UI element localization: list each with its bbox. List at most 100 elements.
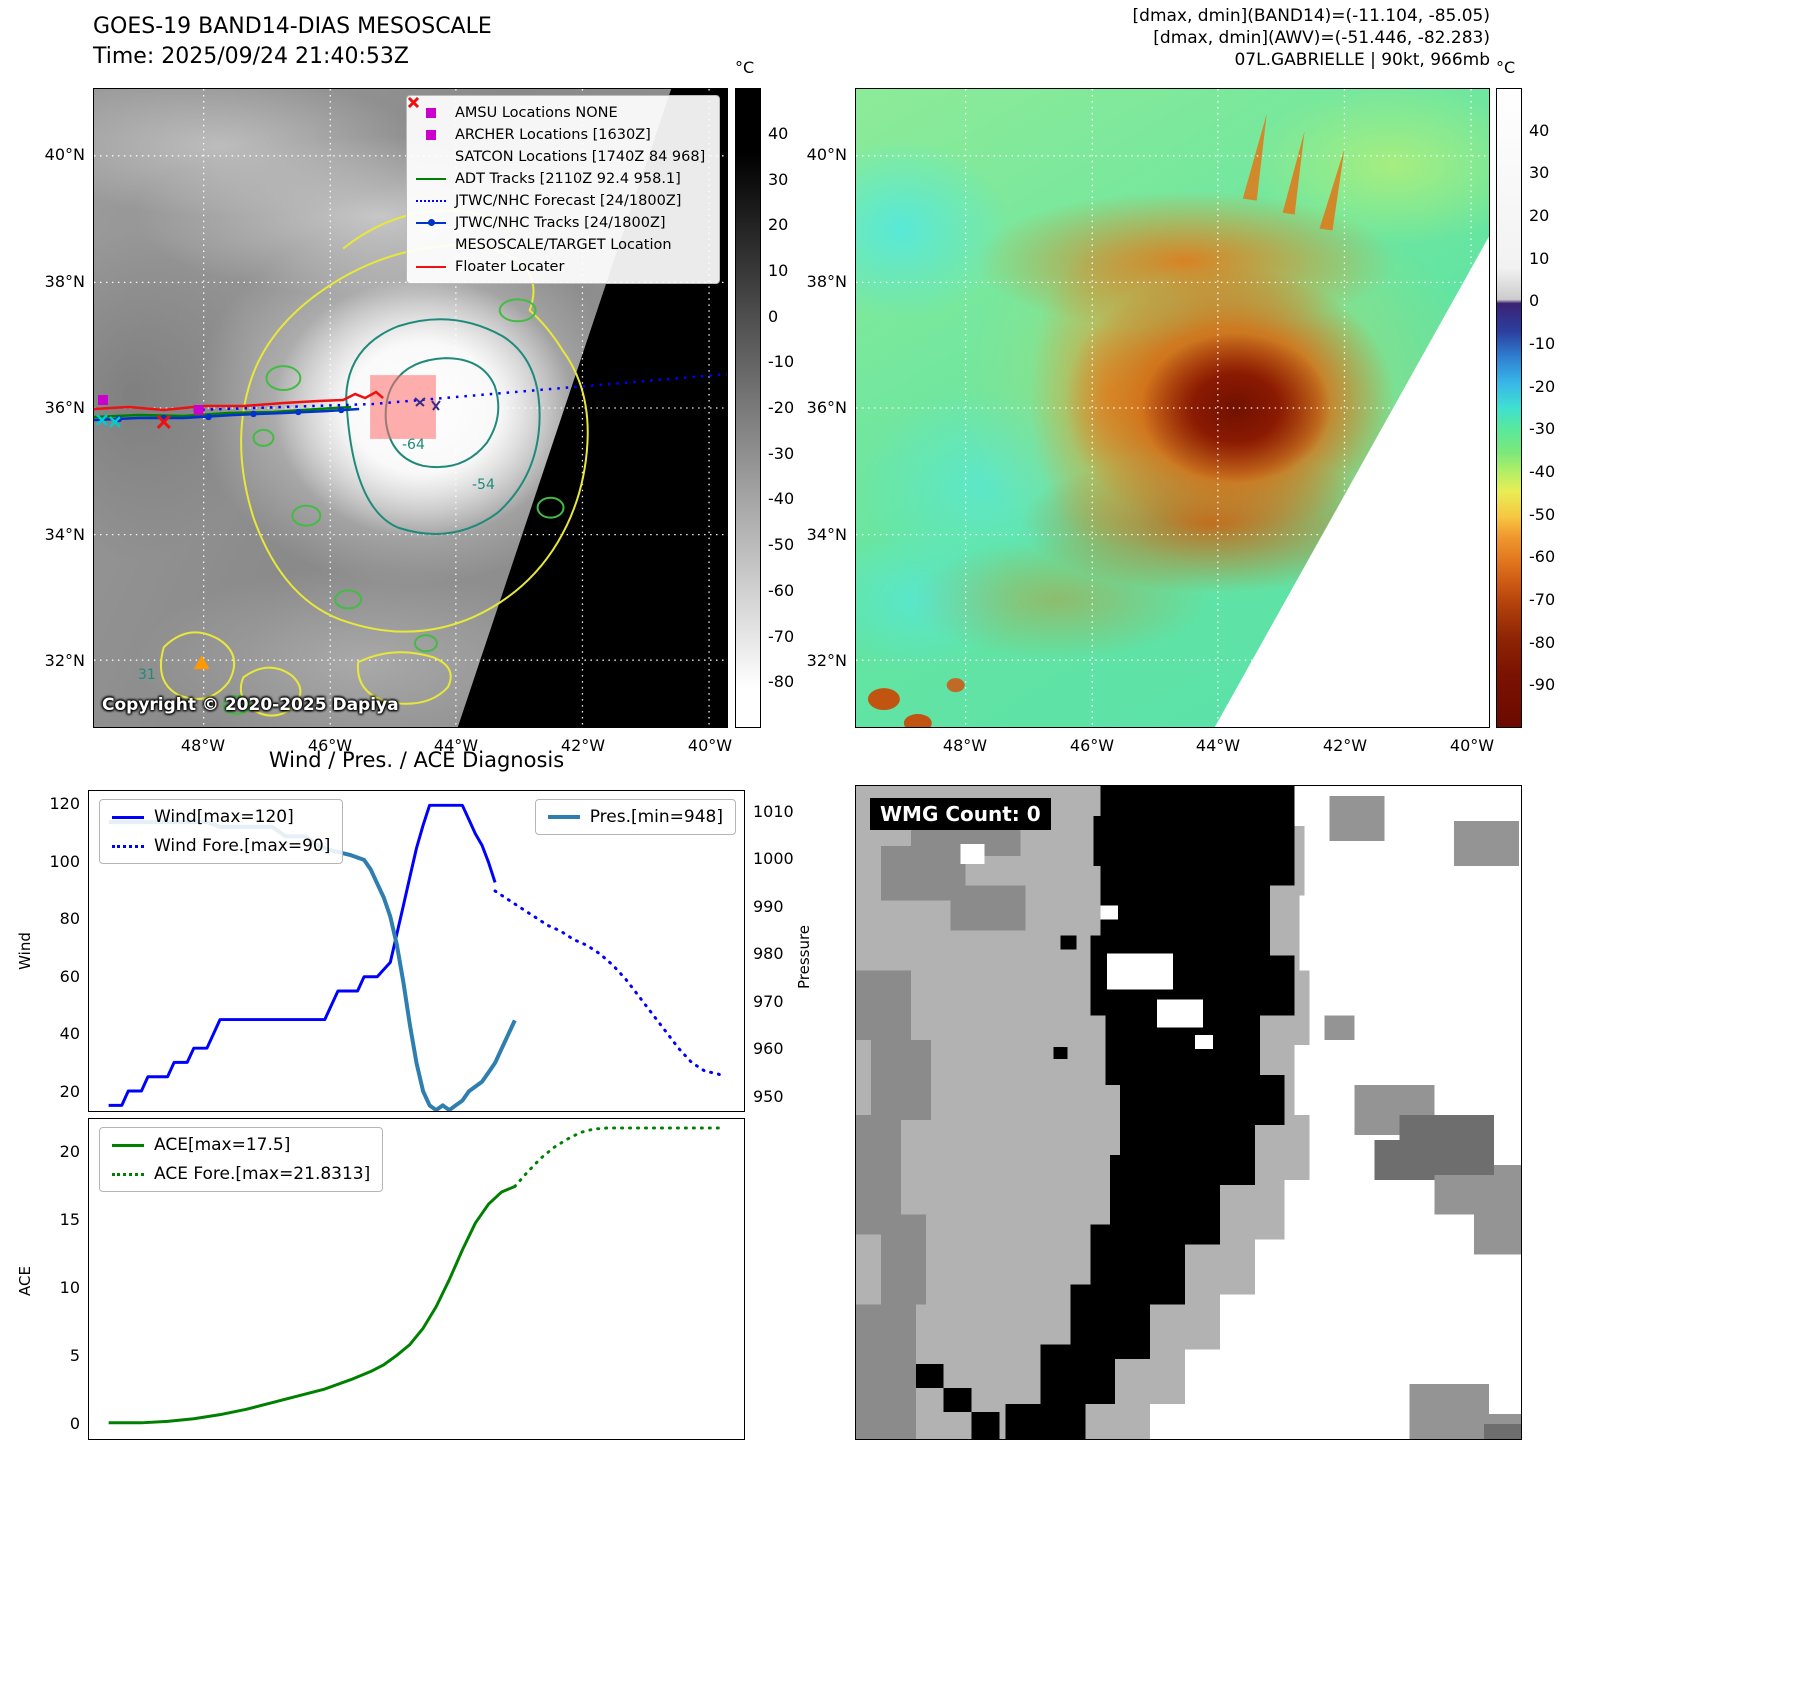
archer-marker [97, 395, 108, 406]
lon-tick: 48°W [942, 736, 988, 755]
legend-item-forecast: JTWC/NHC Forecast [24/1800Z] [415, 191, 711, 210]
cbar1-tick: -30 [768, 444, 795, 463]
adt-line-icon [415, 177, 447, 180]
adt-track-line [94, 405, 352, 419]
cbar1-tick: 40 [768, 124, 789, 143]
wmg-black-region [1005, 786, 1295, 1439]
wmg-panel: WMG Count: 0 [855, 785, 1522, 1440]
cbar2-tick: -30 [1529, 419, 1556, 438]
ace-line-icon [112, 1143, 144, 1147]
lat-tick: 40°N [44, 145, 85, 164]
cbar1-tick: -20 [768, 398, 795, 417]
cloud-blob [903, 714, 932, 727]
pressure-tick: 1010 [753, 802, 794, 821]
ace-tick: 15 [59, 1210, 80, 1229]
copyright-text: Copyright © 2020-2025 Dapiya [102, 695, 399, 715]
awv-colorbar-unit: °C [1496, 58, 1516, 77]
pressure-tick: 980 [753, 944, 784, 963]
cbar2-tick: -20 [1529, 377, 1556, 396]
wind-tick: 20 [59, 1082, 80, 1101]
floater-locater-line [94, 390, 384, 412]
graticule [856, 89, 1489, 727]
wmg-black-steps [915, 935, 1077, 1439]
awv-header-dmax-awv: [dmax, dmin](AWV)=(-51.446, -82.283) [1153, 28, 1490, 48]
band14-title: GOES-19 BAND14-DIAS MESOSCALE [93, 14, 492, 39]
legend-item-amsu: AMSU Locations NONE [415, 103, 711, 122]
awv-overlay [856, 89, 1489, 727]
diagnosis-title: Wind / Pres. / ACE Diagnosis [268, 748, 565, 772]
lon-tick: 42°W [1322, 736, 1368, 755]
satcon-markers [96, 414, 121, 428]
wind-tick: 60 [59, 967, 80, 986]
pressure-tick: 1000 [753, 849, 794, 868]
pressure-legend: Pres.[min=948] [534, 799, 736, 835]
lat-tick: 32°N [44, 651, 85, 670]
cbar1-tick: 10 [768, 261, 789, 280]
lat-tick: 38°N [44, 272, 85, 291]
wind-tick: 80 [59, 909, 80, 928]
ace-forecast-dotted-icon [112, 1172, 144, 1176]
mesoscale-target-box [370, 375, 436, 439]
cloud-blob [867, 688, 900, 711]
pressure-axis-label: Pressure [795, 924, 814, 990]
archer-square-icon [415, 129, 447, 140]
awv-map [855, 88, 1490, 728]
storm-id-intensity: 07L.GABRIELLE | 90kt, 966mb [1234, 50, 1490, 70]
lon-tick: 40°W [687, 736, 733, 755]
cbar2-tick: -10 [1529, 334, 1556, 353]
cbar2-tick: -90 [1529, 675, 1556, 694]
floater-line-icon [415, 265, 447, 268]
cbar2-tick: 30 [1529, 163, 1550, 182]
cbar2-tick: -70 [1529, 590, 1556, 609]
band14-colorbar-unit: °C [735, 58, 755, 77]
no-data-wedge [1214, 236, 1489, 727]
lat-tick: 34°N [806, 525, 847, 544]
wind-pressure-chart: Wind[max=120] Wind Fore.[max=90] Pres.[m… [88, 790, 745, 1112]
lat-tick: 34°N [44, 525, 85, 544]
wind-line-icon [112, 815, 144, 819]
lon-tick: 42°W [560, 736, 606, 755]
track-line-dot-icon [415, 219, 447, 226]
wmg-gray-patches-left [856, 810, 1026, 1439]
cloud-spikes [1242, 113, 1345, 231]
cbar1-tick: 0 [768, 307, 779, 326]
ace-legend: ACE[max=17.5] ACE Fore.[max=21.8313] [99, 1127, 384, 1192]
ace-tick: 20 [59, 1142, 80, 1161]
wind-tick: 40 [59, 1024, 80, 1043]
pressure-tick: 960 [753, 1039, 784, 1058]
ace-plot [108, 1126, 726, 1425]
cbar2-tick: 0 [1529, 291, 1540, 310]
wind-axis-label: Wind [15, 932, 34, 970]
cbar1-tick: -60 [768, 581, 795, 600]
cbar2-tick: -40 [1529, 462, 1556, 481]
mesoscale-target-marker [156, 414, 171, 429]
lon-tick: 46°W [1069, 736, 1115, 755]
cbar2-tick: 20 [1529, 206, 1550, 225]
legend-item-archer: ARCHER Locations [1630Z] [415, 125, 711, 144]
archer-marker [193, 405, 204, 415]
legend-item-adt: ADT Tracks [2110Z 92.4 958.1] [415, 169, 711, 188]
contour-label-outer: -54 [472, 477, 495, 493]
wind-tick: 120 [49, 794, 80, 813]
lat-tick: 32°N [806, 651, 847, 670]
center-fix-markers [414, 397, 441, 411]
lon-tick: 48°W [180, 736, 226, 755]
pressure-tick: 990 [753, 897, 784, 916]
amsu-square-icon [415, 107, 447, 118]
wmg-white-region [1150, 786, 1521, 1439]
cbar1-tick: 30 [768, 170, 789, 189]
triangle-marker [193, 655, 210, 670]
wind-forecast-dotted-icon [112, 844, 144, 848]
forecast-dotted-line-icon [415, 199, 447, 202]
ace-chart: ACE[max=17.5] ACE Fore.[max=21.8313] [88, 1118, 745, 1440]
legend-item-floater: Floater Locater [415, 257, 711, 276]
legend-item-jtwc-track: JTWC/NHC Tracks [24/1800Z] [415, 213, 711, 232]
cbar1-tick: -70 [768, 627, 795, 646]
wmg-dark-patches-right [1374, 1114, 1521, 1439]
lat-tick: 38°N [806, 272, 847, 291]
band14-map: -64 -54 31 Copyright © 2020-2025 Dapiya … [93, 88, 728, 728]
wmg-white-holes [1100, 905, 1213, 1050]
cbar1-tick: -10 [768, 352, 795, 371]
legend-item-target: MESOSCALE/TARGET Location [407, 96, 711, 254]
